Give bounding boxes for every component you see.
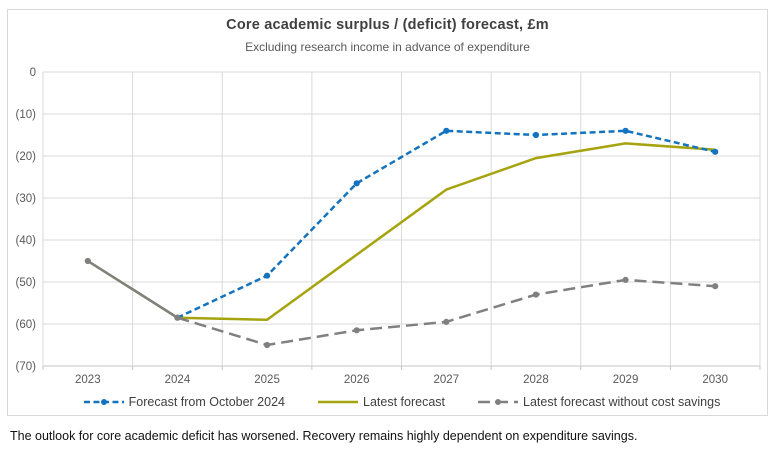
series-marker-latest-forecast-without-cost-savings	[174, 314, 181, 321]
x-axis-tick-label: 2030	[702, 374, 728, 386]
chart-subtitle: Excluding research income in advance of …	[245, 40, 530, 54]
x-axis-tick-label: 2023	[75, 374, 101, 386]
legend-swatch-latest-forecast-without-cost-savings	[478, 399, 518, 405]
chart-legend: Forecast from October 2024 Latest forecas…	[43, 392, 760, 412]
legend-swatch-marker	[495, 399, 501, 405]
y-axis-tick-label: (20)	[16, 151, 37, 163]
chart-container	[7, 9, 768, 416]
series-marker-forecast-from-october-2024	[263, 272, 271, 279]
series-marker-forecast-from-october-2024	[712, 148, 719, 155]
x-axis-tick-label: 2028	[523, 374, 549, 386]
x-axis-tick-label: 2026	[344, 374, 370, 386]
legend-swatch-marker	[100, 399, 107, 405]
legend-item-forecast-from-october-2024: Forecast from October 2024	[83, 395, 285, 409]
series-marker-forecast-from-october-2024	[353, 180, 360, 187]
chart-title: Core academic surplus / (deficit) foreca…	[226, 17, 549, 33]
series-marker-latest-forecast-without-cost-savings	[263, 341, 271, 349]
series-line-latest-forecast-without-cost-savings	[177, 278, 716, 347]
x-axis-tick-label: 2027	[434, 374, 460, 386]
y-axis-tick-label: (70)	[16, 361, 37, 373]
series-line-forecast-from-october-2024	[176, 129, 716, 319]
y-axis-tick-label: (10)	[16, 109, 37, 121]
x-axis-tick-label: 2024	[165, 374, 191, 386]
series-line-latest-forecast-without-cost-savings-history	[87, 259, 179, 319]
legend-item-latest-forecast-without-cost-savings: Latest forecast without cost savings	[477, 395, 720, 409]
series-line-latest-forecast	[87, 142, 716, 322]
legend-label: Latest forecast	[363, 395, 445, 409]
series-marker-forecast-from-october-2024	[443, 127, 450, 134]
series-marker-latest-forecast-without-cost-savings	[84, 257, 91, 265]
y-axis-tick-label: 0	[30, 67, 36, 79]
series-marker-latest-forecast-without-cost-savings	[353, 327, 360, 334]
legend-item-latest-forecast: Latest forecast	[317, 395, 445, 409]
y-axis-tick-label: (30)	[16, 193, 37, 205]
series-marker-latest-forecast-without-cost-savings	[712, 283, 719, 290]
legend-swatch-latest-forecast	[318, 400, 358, 404]
series-marker-forecast-from-october-2024	[532, 131, 540, 139]
x-axis-tick-label: 2029	[613, 374, 639, 386]
legend-label: Forecast from October 2024	[128, 395, 285, 409]
y-axis-tick-label: (40)	[16, 235, 37, 247]
series-marker-latest-forecast-without-cost-savings	[622, 276, 629, 283]
y-axis-tick-label: (50)	[16, 277, 37, 289]
series-marker-latest-forecast-without-cost-savings	[443, 318, 450, 325]
series-marker-forecast-from-october-2024	[622, 127, 629, 134]
y-axis-tick-label: (60)	[16, 319, 37, 331]
legend-label: Latest forecast without cost savings	[523, 395, 721, 409]
series-marker-latest-forecast-without-cost-savings	[532, 291, 540, 298]
x-axis-tick-label: 2025	[254, 374, 280, 386]
legend-swatch-forecast-from-october-2024	[83, 399, 124, 405]
footer-note: The outlook for core academic deficit ha…	[10, 429, 638, 443]
